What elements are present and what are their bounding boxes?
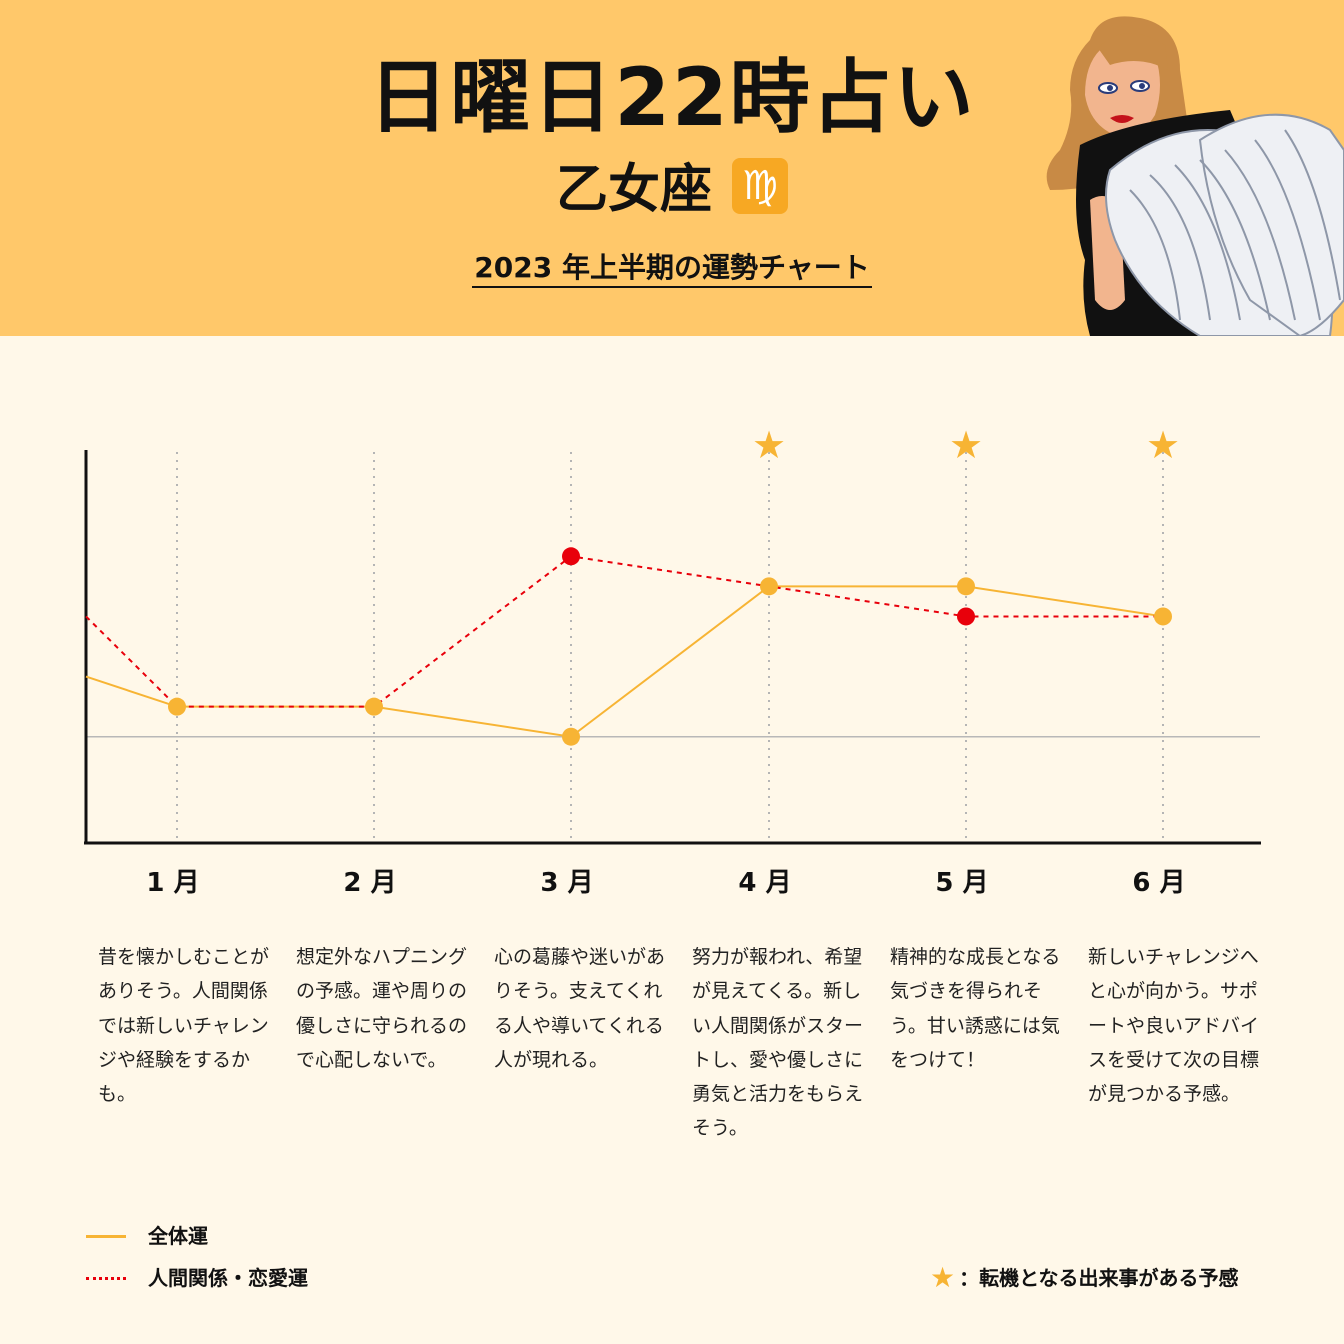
- legend-relationship: 人間関係・恋愛運: [86, 1263, 406, 1293]
- series-line-2: [85, 555, 1163, 708]
- star-icon: ★: [949, 423, 983, 467]
- data-point-s2-3: [562, 547, 580, 566]
- data-point-s1-1: [168, 697, 186, 716]
- month-label-5: 5 月: [935, 868, 988, 898]
- star-icon: ★: [752, 423, 786, 467]
- month-label-1: 1 月: [146, 868, 199, 898]
- series-line-1: [85, 585, 1164, 738]
- data-point-s1-3: [562, 727, 580, 746]
- month-description-2: 想定外なハプニングの予感。運や周りの優しさに守られるので心配しないで。: [296, 946, 468, 1071]
- star-icon: ★: [1146, 423, 1180, 467]
- month-label-4: 4 月: [738, 868, 791, 898]
- sign-name: 乙女座: [555, 160, 712, 220]
- month-description-1: 昔を懐かしむことがありそう。人間関係では新しいチャレンジや経験をするかも。: [98, 946, 270, 1106]
- month-description-6: 新しいチャレンジへと心が向かう。サポートや良いアドバイスを受けて次の目標が見つか…: [1088, 946, 1260, 1106]
- legend-solid-line: [86, 1235, 126, 1238]
- data-point-s1-2: [365, 697, 383, 716]
- month-description-5: 精神的な成長となる気づきを得られそう。甘い誘惑には気をつけて！: [890, 946, 1061, 1071]
- page-title: 日曜日22時占い: [368, 51, 976, 144]
- virgo-symbol-icon: ♍: [732, 158, 788, 214]
- month-label-3: 3 月: [540, 868, 593, 898]
- month-description-4: 努力が報われ、希望が見えてくる。新しい人間関係がスタートし、愛や優しさに勇気と活…: [692, 946, 864, 1140]
- star-icon: ★: [930, 1261, 956, 1294]
- month-label-2: 2 月: [343, 868, 396, 898]
- legend-overall: 全体運: [86, 1221, 346, 1251]
- fortune-chart: ★ ★ ★ 1 月 2 月 3 月 4 月 5 月 6 月: [84, 423, 1261, 898]
- data-point-s1-5: [957, 577, 975, 596]
- legend-star-note: ★ ：転機となる出来事がある予感: [930, 1261, 1239, 1294]
- month-label-6: 6 月: [1132, 868, 1185, 898]
- chart-title: 2023 年上半期の運勢チャート: [0, 246, 1344, 290]
- angel-illustration: [1046, 16, 1344, 336]
- data-point-s1-6: [1154, 607, 1172, 626]
- month-description-3: 心の葛藤や迷いがありそう。支えてくれる人や導いてくれる人が現れる。: [494, 946, 666, 1071]
- data-point-s1-4: [760, 577, 778, 596]
- sign-row: 乙女座 ♍: [0, 150, 1344, 230]
- header-banner: 日曜日22時占い 乙女座 ♍ 2023 年上半期の運勢チャート: [0, 0, 1344, 336]
- data-point-s2-5: [957, 607, 975, 626]
- legend-dotted-line: [86, 1277, 126, 1280]
